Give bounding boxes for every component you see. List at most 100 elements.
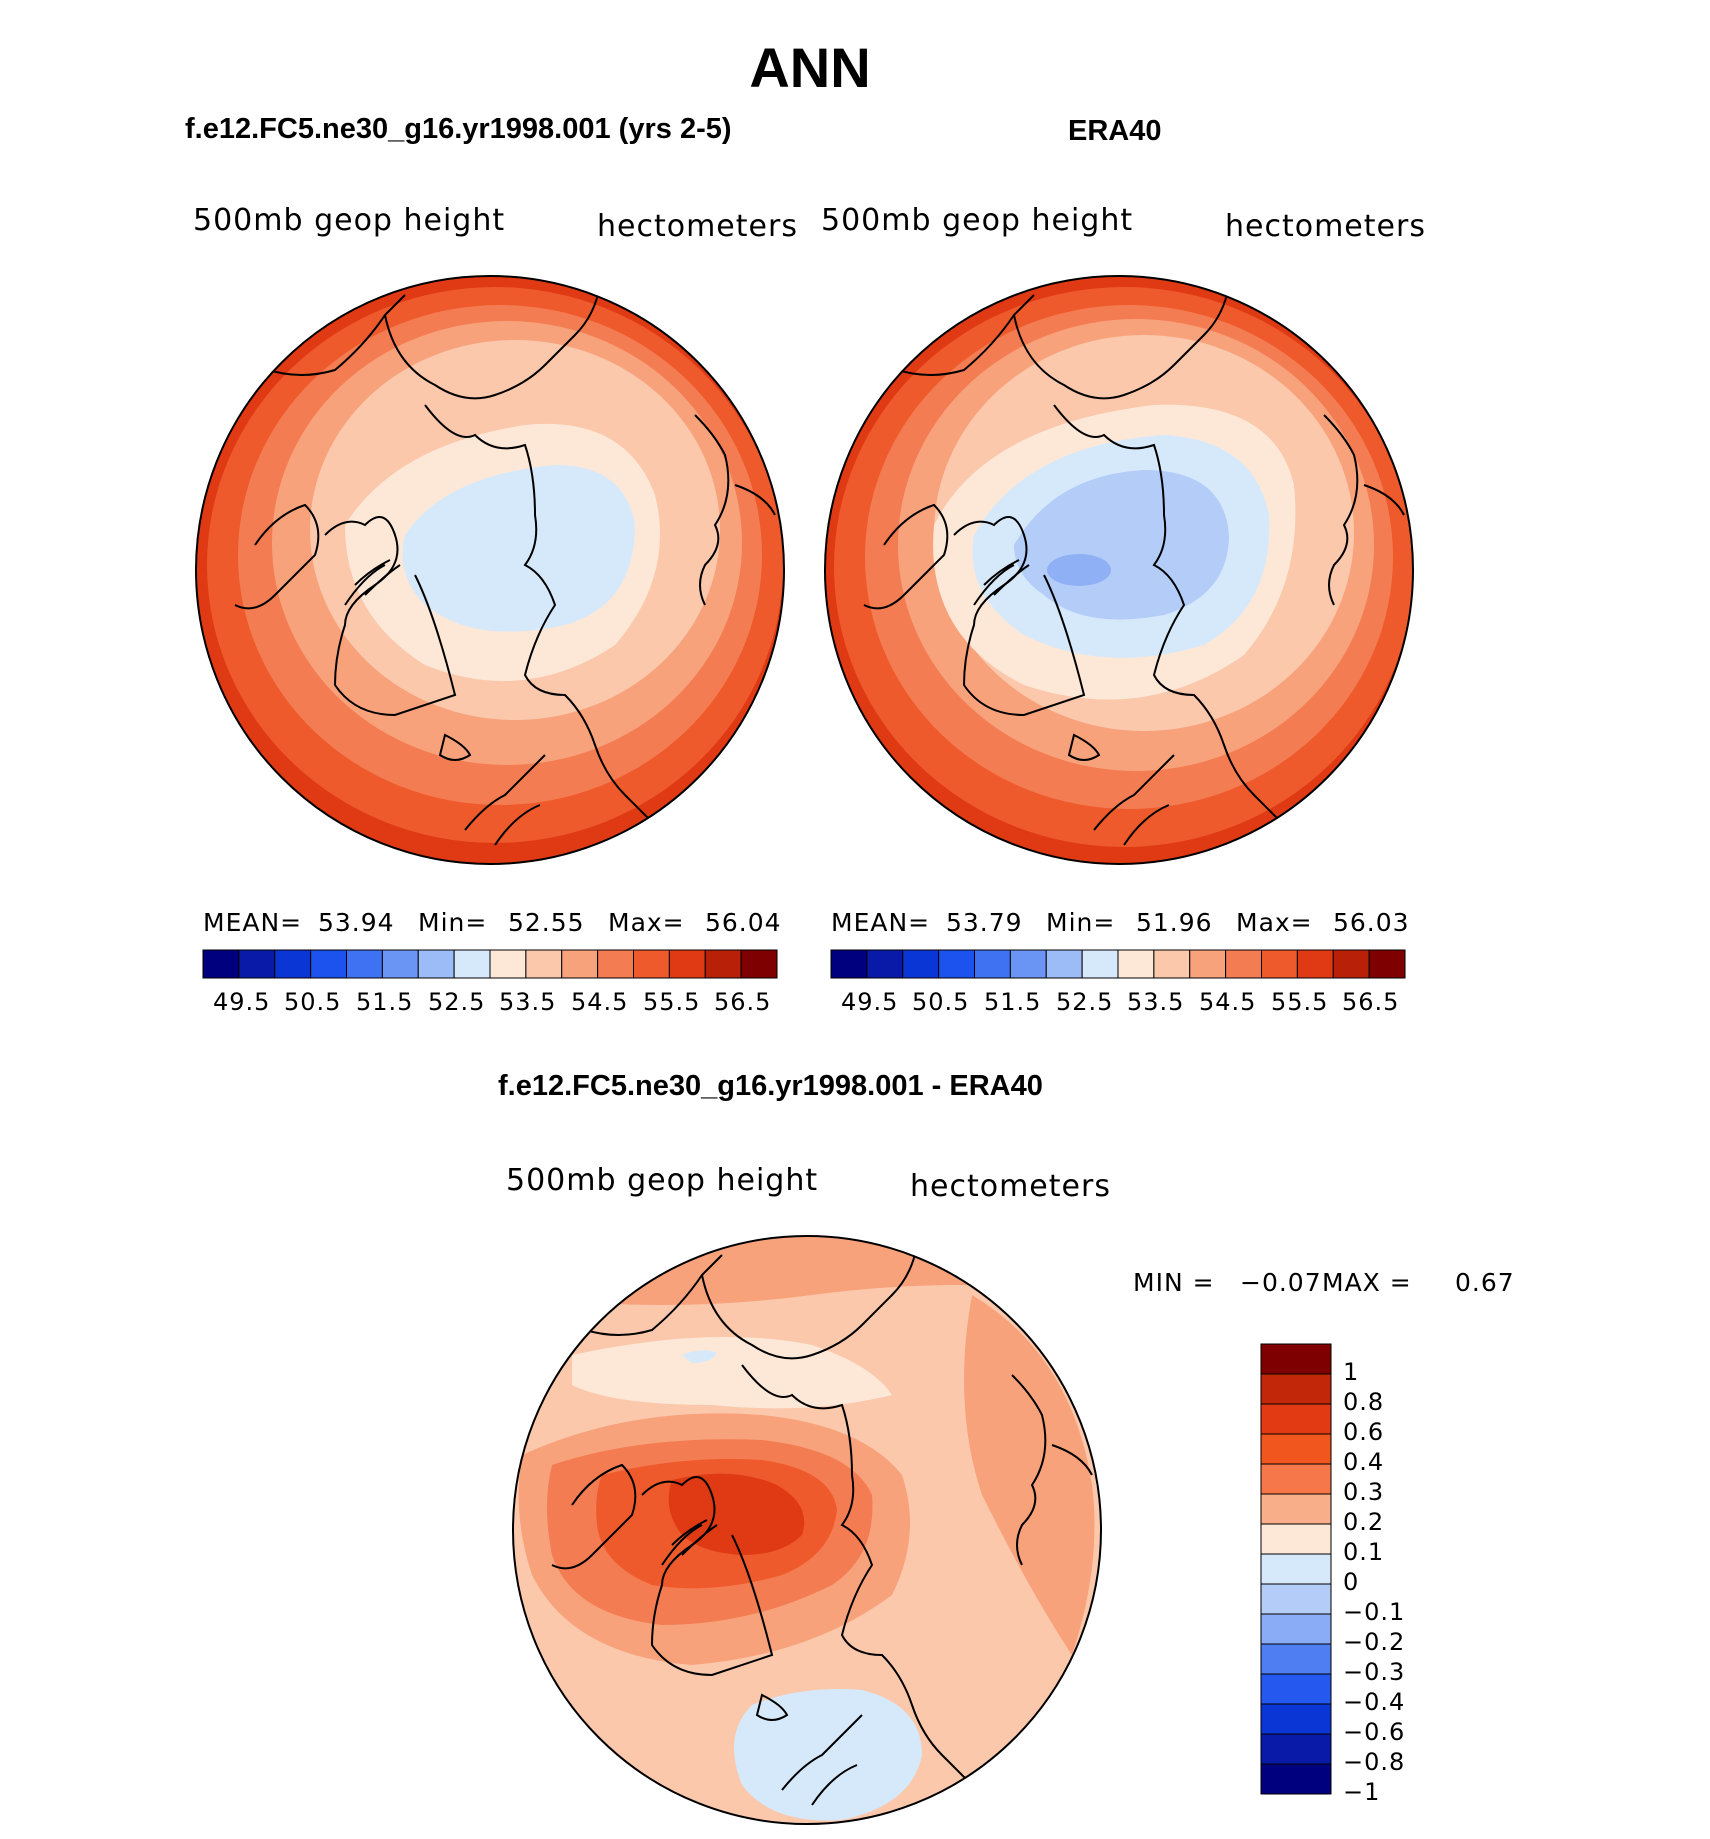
panel-2-mean-label: MEAN= (831, 908, 931, 937)
panel-2-variable-label: 500mb geop height (821, 203, 1134, 238)
diff-min-label: MIN = (1133, 1268, 1215, 1297)
colorbar-cell (274, 949, 312, 979)
panel-2-polar-map (824, 275, 1414, 865)
colorbar-cell (1045, 949, 1083, 979)
panel-2-min-value: 51.96 (1136, 908, 1213, 937)
diff-colorbar-label: 0.8 (1343, 1388, 1385, 1416)
colorbar-cell (597, 949, 635, 979)
colorbar-cell (561, 949, 599, 979)
panel-2-tick: 50.5 (912, 988, 970, 1016)
colorbar-cell (902, 949, 940, 979)
colorbar-cell (1225, 949, 1263, 979)
panel-1-tick: 54.5 (571, 988, 629, 1016)
diff-colorbar-label: −0.8 (1343, 1748, 1406, 1776)
panel-1-tick: 49.5 (213, 988, 271, 1016)
colorbar-cell (1260, 1553, 1332, 1585)
colorbar-cell (668, 949, 706, 979)
diff-colorbar-label: −0.3 (1343, 1658, 1406, 1686)
diff-min-value: −0.07 (1240, 1268, 1322, 1297)
panel-2-colorbar (830, 949, 1406, 979)
diff-colorbar (1260, 1343, 1332, 1795)
diff-band-0.6-0.8 (668, 1473, 805, 1555)
colorbar-cell (453, 949, 491, 979)
colorbar-cell (525, 949, 563, 979)
band-51.5 (1047, 554, 1111, 586)
colorbar-cell (1368, 949, 1406, 979)
colorbar-cell (1260, 1763, 1332, 1795)
panel-1-variable-label: 500mb geop height (193, 203, 506, 238)
diff-colorbar-label: 1 (1343, 1358, 1360, 1386)
colorbar-cell (974, 949, 1011, 979)
colorbar-cell (1260, 1523, 1332, 1555)
panel-1-colorbar (202, 949, 778, 979)
band-52.5 (402, 465, 635, 632)
panel-2-mean-value: 53.79 (946, 908, 1023, 937)
colorbar-cell (866, 949, 904, 979)
diff-band-negative (734, 1689, 922, 1821)
colorbar-cell (1260, 1613, 1332, 1645)
panel-1-tick: 53.5 (499, 988, 557, 1016)
colorbar-cell (1189, 949, 1227, 979)
colorbar-cell (1117, 949, 1155, 979)
diff-max-value: 0.67 (1455, 1268, 1515, 1297)
colorbar-cell (1009, 949, 1047, 979)
panel-2-tick: 51.5 (984, 988, 1042, 1016)
diff-panel-title: f.e12.FC5.ne30_g16.yr1998.001 - ERA40 (498, 1070, 1043, 1102)
colorbar-cell (830, 949, 868, 979)
diff-units-label: hectometers (910, 1169, 1111, 1204)
colorbar-cell (1260, 1373, 1332, 1405)
diff-colorbar-label: −1 (1343, 1778, 1381, 1806)
colorbar-cell (1296, 949, 1334, 979)
panel-2-tick: 49.5 (841, 988, 899, 1016)
coastlines (234, 284, 776, 846)
panel-1-title: f.e12.FC5.ne30_g16.yr1998.001 (yrs 2-5) (185, 113, 732, 145)
panel-1-tick: 52.5 (428, 988, 486, 1016)
panel-2-max-value: 56.03 (1333, 908, 1410, 937)
panel-2-units-label: hectometers (1225, 209, 1426, 244)
panel-2-tick: 55.5 (1271, 988, 1329, 1016)
diff-max-label: MAX = (1322, 1268, 1412, 1297)
colorbar-cell (1153, 949, 1191, 979)
panel-1-mean-value: 53.94 (318, 908, 395, 937)
diff-variable-label: 500mb geop height (506, 1163, 819, 1198)
diff-colorbar-labels: 1 0.8 0.6 0.4 0.3 0.2 0.1 0 −0.1 −0.2 −0.3 −0.4 −0.6… (1343, 1344, 1463, 1806)
colorbar-cell (1260, 1433, 1332, 1465)
panel-2-tick: 54.5 (1199, 988, 1257, 1016)
diff-colorbar-label: 0.1 (1343, 1538, 1385, 1566)
colorbar-cell (1261, 949, 1298, 979)
panel-1-mean-label: MEAN= (203, 908, 303, 937)
panel-2-tick: 53.5 (1127, 988, 1185, 1016)
panel-1-tick: 51.5 (356, 988, 414, 1016)
colorbar-cell (1260, 1463, 1332, 1495)
colorbar-cell (1260, 1733, 1332, 1765)
colorbar-cell (1260, 1343, 1332, 1375)
colorbar-cell (1260, 1583, 1332, 1615)
colorbar-cell (381, 949, 419, 979)
main-title: ANN (749, 36, 871, 99)
diff-colorbar-label: 0.2 (1343, 1508, 1385, 1536)
colorbar-cell (310, 949, 348, 979)
map-boundary (512, 1235, 1102, 1825)
diff-band-negative-small (682, 1350, 717, 1363)
diff-colorbar-label: 0.3 (1343, 1478, 1385, 1506)
colorbar-cell (489, 949, 527, 979)
colorbar-cell (1260, 1643, 1332, 1675)
diff-colorbar-label: 0 (1343, 1568, 1360, 1596)
colorbar-cell (1260, 1703, 1332, 1735)
colorbar-cell (1081, 949, 1119, 979)
panel-1-max-value: 56.04 (705, 908, 782, 937)
panel-1-tick: 55.5 (643, 988, 701, 1016)
diff-colorbar-label: −0.4 (1343, 1688, 1406, 1716)
map-boundary (824, 275, 1414, 865)
map-boundary (195, 275, 785, 865)
diff-colorbar-label: −0.6 (1343, 1718, 1406, 1746)
panel-2-min-label: Min= (1046, 908, 1116, 937)
colorbar-cell (238, 949, 276, 979)
diff-polar-map (512, 1235, 1102, 1825)
coastlines (863, 284, 1405, 846)
colorbar-cell (1260, 1673, 1332, 1705)
panel-1-units-label: hectometers (597, 209, 798, 244)
diff-band-top (513, 1236, 1101, 1305)
panel-1-tick: 50.5 (284, 988, 342, 1016)
diff-colorbar-label: 0.6 (1343, 1418, 1385, 1446)
